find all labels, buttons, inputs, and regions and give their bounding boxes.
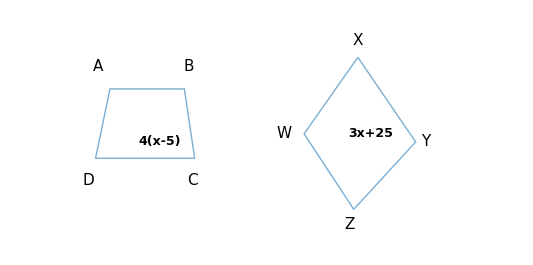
- Text: Y: Y: [422, 134, 431, 149]
- Text: Z: Z: [344, 217, 355, 232]
- Text: D: D: [82, 173, 94, 188]
- Text: W: W: [277, 126, 292, 141]
- Text: C: C: [187, 173, 198, 188]
- Polygon shape: [95, 89, 195, 158]
- Text: B: B: [183, 59, 193, 74]
- Polygon shape: [304, 57, 416, 209]
- Text: 3x+25: 3x+25: [348, 127, 393, 140]
- Text: A: A: [92, 59, 103, 74]
- Text: 4(x-5): 4(x-5): [139, 135, 181, 148]
- Text: X: X: [353, 33, 363, 48]
